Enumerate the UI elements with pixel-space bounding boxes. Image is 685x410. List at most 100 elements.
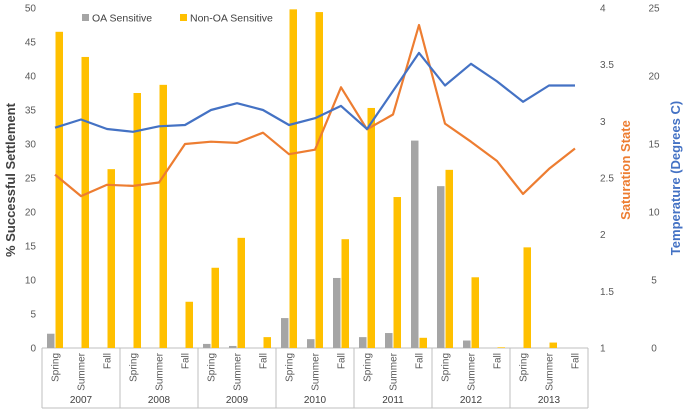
oa-sensitive-bar [359, 337, 367, 348]
oa-sensitive-bar [203, 343, 211, 348]
x-tick-label: Spring [363, 353, 374, 382]
oa-sensitive-bar [463, 340, 471, 348]
x-tick-label: Spring [285, 353, 296, 382]
left-tick-label: 45 [25, 38, 37, 49]
saturation-tick-label: 2.5 [600, 174, 614, 185]
left-tick-label: 20 [25, 208, 37, 219]
x-tick-label: Fall [415, 353, 426, 369]
x-tick-label: Spring [207, 353, 218, 382]
left-tick-label: 5 [30, 310, 36, 321]
year-label: 2011 [382, 395, 404, 406]
left-tick-label: 10 [25, 276, 37, 287]
non-oa-sensitive-bar [211, 267, 219, 348]
saturation-axis-ticks: 1 1.5 2 2.5 3 3.5 4 [600, 4, 614, 355]
year-label: 2009 [226, 395, 249, 406]
non-oa-sensitive-bar [315, 12, 323, 349]
y-axis-title: % Successful Settlement [3, 102, 18, 257]
oa-sensitive-bar [333, 277, 341, 348]
line-series [54, 23, 576, 198]
temperature-tick-label: 0 [651, 344, 657, 355]
oa-sensitive-bar [411, 140, 419, 348]
non-oa-sensitive-bar [393, 197, 401, 348]
saturation-tick-label: 3.5 [600, 60, 614, 71]
legend-swatch [180, 14, 187, 21]
temperature-tick-label: 10 [648, 208, 660, 219]
year-label: 2012 [460, 395, 483, 406]
axis-lines [41, 347, 589, 409]
left-tick-label: 25 [25, 174, 37, 185]
saturation-state-line [54, 23, 576, 198]
left-tick-label: 0 [30, 344, 36, 355]
non-oa-sensitive-bar [263, 337, 271, 348]
temperature-axis-ticks: 0 5 10 15 20 25 [648, 4, 660, 355]
x-tick-label: Spring [51, 353, 62, 382]
non-oa-sensitive-bar [419, 337, 427, 348]
x-tick-label: Fall [181, 353, 192, 369]
oa-sensitive-bar [47, 333, 55, 348]
legend: OA Sensitive Non-OA Sensitive [82, 13, 273, 25]
legend-label: Non-OA Sensitive [190, 13, 273, 25]
legend-label: OA Sensitive [92, 13, 152, 25]
non-oa-sensitive-bar [523, 247, 531, 348]
non-oa-sensitive-bar [497, 347, 505, 348]
year-label: 2013 [538, 395, 561, 406]
non-oa-sensitive-bar [289, 9, 297, 349]
saturation-tick-label: 4 [600, 4, 606, 15]
non-oa-sensitive-bar [55, 31, 63, 349]
x-tick-label: Fall [103, 353, 114, 369]
non-oa-sensitive-bar [471, 277, 479, 348]
x-tick-label: Spring [441, 353, 452, 382]
temperature-tick-label: 15 [648, 140, 660, 151]
x-tick-label: Summer [233, 352, 244, 390]
temperature-tick-label: 20 [648, 72, 660, 83]
oa-sensitive-bar [437, 186, 445, 348]
non-oa-sensitive-bar [237, 237, 245, 348]
saturation-tick-label: 2 [600, 230, 606, 241]
left-tick-label: 50 [25, 4, 37, 15]
x-tick-label: Summer [311, 352, 322, 390]
x-tick-label: Summer [77, 352, 88, 390]
saturation-axis-title: Saturation State [618, 120, 633, 220]
x-tick-label: Summer [545, 352, 556, 390]
saturation-tick-label: 3 [600, 117, 606, 128]
oa-sensitive-bar [281, 318, 289, 348]
left-axis-ticks: 0 5 10 15 20 25 30 35 40 45 50 [25, 4, 37, 355]
x-tick-label: Spring [519, 353, 530, 382]
year-label: 2010 [304, 395, 327, 406]
x-tick-label: Fall [571, 353, 582, 369]
non-oa-sensitive-bar [159, 84, 167, 348]
year-label: 2008 [148, 395, 171, 406]
temperature-line [54, 51, 575, 133]
oa-sensitive-bar [307, 339, 315, 348]
x-tick-label: Fall [337, 353, 348, 369]
non-oa-sensitive-bar [367, 107, 375, 349]
year-label: 2007 [70, 395, 93, 406]
left-tick-label: 35 [25, 106, 37, 117]
x-tick-label: Spring [129, 353, 140, 382]
non-oa-sensitive-bar [549, 342, 557, 348]
non-oa-sensitive-bar [107, 169, 115, 348]
temperature-axis-title: Temperature (Degrees C) [668, 101, 683, 255]
x-axis-ticks: Spring Summer Fall Spring Summer Fall Spring Su… [51, 352, 582, 406]
oa-sensitive-bar [385, 333, 393, 348]
non-oa-sensitive-bar [445, 169, 453, 348]
x-tick-label: Fall [259, 353, 270, 369]
left-tick-label: 30 [25, 140, 37, 151]
temperature-tick-label: 5 [651, 276, 657, 287]
saturation-tick-label: 1 [600, 344, 606, 355]
saturation-tick-label: 1.5 [600, 287, 614, 298]
x-tick-label: Summer [467, 352, 478, 390]
legend-swatch [82, 14, 89, 21]
bar-series [47, 9, 557, 349]
non-oa-sensitive-bar [81, 56, 89, 349]
temperature-tick-label: 25 [648, 4, 660, 15]
oa-sensitive-bar [229, 345, 237, 348]
left-tick-label: 40 [25, 72, 37, 83]
x-tick-label: Fall [493, 353, 504, 369]
x-tick-label: Summer [389, 352, 400, 390]
non-oa-sensitive-bar [185, 301, 193, 348]
non-oa-sensitive-bar [341, 239, 349, 348]
x-tick-label: Summer [155, 352, 166, 390]
left-tick-label: 15 [25, 242, 37, 253]
